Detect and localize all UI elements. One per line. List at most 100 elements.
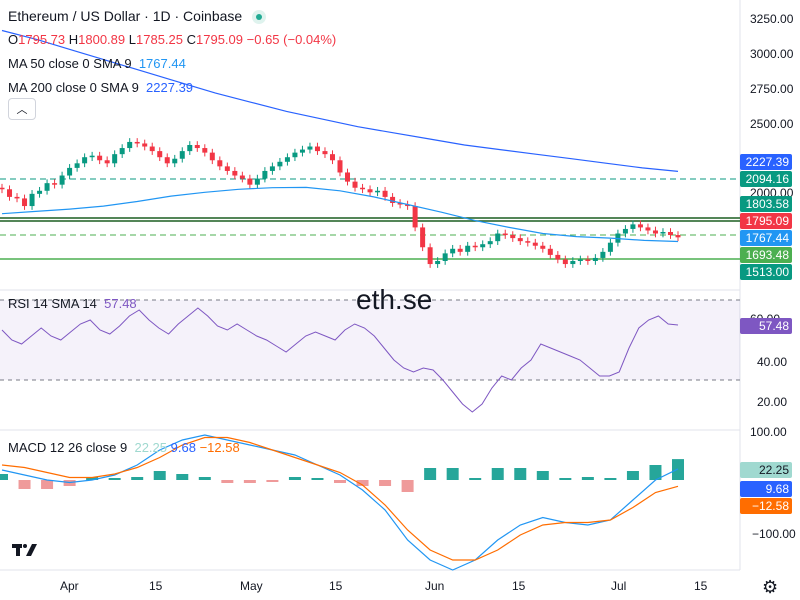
candle-body — [352, 181, 358, 188]
macd-legend[interactable]: MACD 12 26 close 9 22.25 9.68 −12.58 — [8, 440, 240, 455]
change-value: −0.65 (−0.04%) — [246, 32, 337, 47]
candle-body — [420, 227, 426, 248]
macd-histogram-bar — [604, 478, 617, 480]
rsi-badge: 57.48 — [740, 318, 792, 334]
candle-body — [329, 154, 335, 161]
candle-body — [517, 238, 523, 242]
macd-histogram-bar — [176, 474, 189, 480]
candle-body — [480, 244, 486, 248]
candle-body — [134, 141, 140, 144]
macd-histogram-bar — [131, 477, 144, 480]
macd-histogram-bar — [469, 478, 482, 480]
low-value: 1785.25 — [136, 32, 183, 47]
candle-body — [52, 183, 58, 185]
macd-histogram-bar — [559, 478, 572, 480]
candle-body — [59, 175, 65, 185]
market-status-icon — [252, 10, 267, 25]
candle-body — [375, 190, 381, 193]
candle-body — [382, 190, 388, 197]
candle-body — [209, 152, 215, 161]
macd-value: 9.68 — [170, 440, 196, 455]
open-label: O — [8, 32, 19, 47]
close-value: 1795.09 — [196, 32, 244, 47]
time-tick: 15 — [694, 579, 708, 593]
candle-body — [217, 160, 223, 167]
candles-group — [0, 138, 681, 268]
ma50-legend[interactable]: MA 50 close 0 SMA 9 1767.44 — [8, 56, 186, 71]
candle-body — [179, 151, 185, 159]
ma200-line — [1, 29, 679, 172]
candle-body — [142, 143, 148, 147]
candle-body — [149, 146, 155, 152]
candle-body — [254, 178, 260, 185]
ma200-legend[interactable]: MA 200 close 0 SMA 9 2227.39 — [8, 80, 193, 95]
close-label: C — [186, 32, 197, 47]
macd-histogram-bar — [198, 477, 211, 480]
time-tick: 15 — [329, 579, 343, 593]
candle-body — [397, 203, 403, 205]
candle-body — [367, 189, 373, 193]
candle-body — [284, 157, 290, 162]
macd-badge-macd: 9.68 — [740, 481, 792, 497]
candle-body — [112, 154, 118, 164]
macd-hist-value: 22.25 — [134, 440, 168, 455]
candle-body — [292, 152, 298, 158]
macd-histogram-bar — [491, 468, 504, 480]
candle-body — [164, 157, 170, 164]
time-tick: 15 — [149, 579, 163, 593]
macd-histogram-bar — [446, 468, 459, 480]
candle-body — [89, 155, 95, 158]
candle-body — [667, 232, 673, 236]
tradingview-logo-icon[interactable] — [10, 540, 40, 560]
rsi-legend[interactable]: RSI 14 SMA 14 57.48 — [8, 296, 137, 311]
candle-body — [322, 151, 328, 155]
candle-body — [585, 259, 591, 261]
ma200-label: MA 200 close 0 SMA 9 — [8, 80, 139, 95]
price-tick: 3000.00 — [750, 47, 794, 61]
candle-body — [194, 145, 200, 149]
candle-body — [14, 196, 20, 199]
candle-body — [390, 196, 396, 203]
symbol-title[interactable]: Ethereum / US Dollar · 1D · Coinbase — [8, 8, 267, 25]
gear-icon[interactable]: ⚙ — [762, 577, 779, 597]
time-tick: Jul — [611, 579, 627, 593]
collapse-legend-button[interactable]: ︿ — [8, 98, 36, 120]
candle-body — [232, 170, 238, 176]
candle-body — [172, 158, 178, 164]
macd-badge-hist: 22.25 — [740, 462, 792, 478]
candle-body — [224, 166, 230, 171]
candle-body — [7, 189, 13, 197]
macd-histogram-bar — [86, 477, 99, 480]
macd-histogram-bar — [626, 471, 639, 480]
candle-body — [532, 242, 538, 246]
candle-body — [525, 241, 531, 243]
time-tick: Apr — [60, 579, 79, 593]
macd-signal-line — [1, 436, 679, 561]
high-label: H — [68, 32, 79, 47]
macd-histogram-bar — [288, 477, 301, 480]
candle-body — [277, 161, 283, 167]
candle-body — [457, 248, 463, 252]
macd-histogram-bar — [514, 468, 527, 480]
time-tick: May — [240, 579, 263, 593]
candle-body — [127, 141, 133, 149]
candle-body — [0, 187, 5, 190]
candle-body — [637, 224, 643, 228]
candle-body — [465, 245, 471, 252]
macd-histogram-bar — [0, 474, 8, 480]
price-badge-level: 2094.16 — [740, 171, 792, 187]
macd-label: MACD 12 26 close 9 — [8, 440, 128, 455]
macd-tick: −100.00 — [752, 527, 796, 541]
high-value: 1800.89 — [78, 32, 126, 47]
chevron-up-icon: ︿ — [16, 104, 28, 116]
macd-histogram-bar — [581, 477, 594, 480]
candle-body — [435, 261, 441, 265]
watermark-text: eth.se — [356, 284, 433, 315]
candle-body — [412, 206, 418, 228]
candle-body — [555, 254, 561, 260]
candle-body — [675, 235, 681, 238]
candle-body — [405, 204, 411, 207]
candle-body — [660, 232, 666, 234]
candle-body — [570, 261, 576, 265]
